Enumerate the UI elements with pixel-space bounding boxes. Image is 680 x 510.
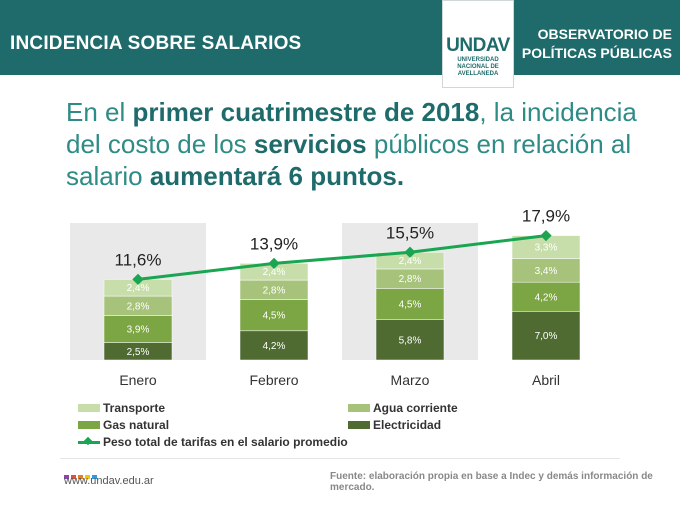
headline-text-3: públicos en relación al salario [66,129,632,191]
bar-label-agua-3: 2,8% [399,274,422,285]
footer-dot-3 [78,475,83,479]
bar-electricidad-3 [375,319,445,361]
bar-label-transporte-3: 2,4% [399,256,422,267]
bar-electricidad-4 [511,311,581,361]
footer-dot-5 [92,475,97,479]
footer-dot-2 [71,475,76,479]
legend-label-electricidad: Electricidad [373,418,442,432]
bar-label-gas-4: 4,2% [535,292,558,303]
footer-divider [60,458,620,459]
bar-label-electricidad-4: 7,0% [535,331,558,342]
x-tick-label-2: Febrero [249,372,298,388]
x-tick-label-4: Abril [532,372,560,388]
headline: En el primer cuatrimestre de 2018, la in… [66,96,646,192]
total-line [137,234,547,281]
logo-mark: UNDAV [446,35,510,56]
x-tick-label-1: Enero [119,372,157,388]
headline-text-2: , la incidencia del costo de los [66,97,637,159]
logo-subtitle-line3: AVELLANEDA [457,71,499,77]
bar-label-transporte-2: 2,4% [263,267,286,278]
legend-swatch-electricidad [348,420,370,429]
legend-item-gas: Gas natural [78,418,169,432]
legend-label-line: Peso total de tarifas en el salario prom… [103,435,348,449]
legend-item-transporte: Transporte [78,401,165,415]
headline-text-1: En el [66,97,133,127]
bar-label-electricidad-2: 4,2% [263,341,286,352]
headline-bold-2: servicios [253,129,367,159]
chart-legend: Transporte Agua corriente Gas natural El… [78,401,548,451]
footer-url[interactable]: www.undav.edu.ar [64,475,154,487]
total-label-4: 17,9% [522,207,570,226]
undav-logo: UNDAV UNIVERSIDAD NACIONAL DE AVELLANEDA [442,0,514,88]
stacked-bar-chart: 2,5% 3,9% 2,8% 2,4% Enero 4,2% 4,5% 2,8% 2,4% Feb… [70,207,614,388]
bar-label-gas-3: 4,5% [399,300,422,311]
total-label-3: 15,5% [386,223,434,242]
observatory-title-line2: POLÍTICAS PÚBLICAS [521,45,672,61]
bar-label-electricidad-3: 5,8% [399,335,422,346]
legend-item-electricidad: Electricidad [348,418,441,432]
legend-swatch-line [78,438,100,446]
total-label-1: 11,6% [115,250,162,269]
observatory-title-line1: OBSERVATORIO DE [537,26,672,42]
footer-source: Fuente: elaboración propia en base a Ind… [330,471,653,493]
logo-subtitle-line2: NACIONAL DE [457,64,499,70]
bar-label-agua-4: 3,4% [535,266,558,277]
bar-electricidad-2 [239,330,309,361]
legend-swatch-transporte [78,403,100,412]
headline-bold-1: primer cuatrimestre de 2018 [132,97,480,127]
header-bar: INCIDENCIA SOBRE SALARIOS UNDAV UNIVERSI… [0,0,680,88]
bar-label-agua-2: 2,8% [263,285,286,296]
legend-label-agua: Agua corriente [373,401,458,415]
headline-bold-3: aumentará 6 puntos. [149,161,405,191]
legend-item-line: Peso total de tarifas en el salario prom… [78,435,348,449]
legend-item-agua: Agua corriente [348,401,458,415]
legend-label-transporte: Transporte [103,401,166,415]
bar-label-agua-1: 2,8% [127,301,150,312]
bar-gas-1 [103,315,173,343]
bar-gas-3 [375,288,445,320]
legend-label-gas: Gas natural [103,418,170,432]
bar-gas-4 [511,281,581,312]
footer-color-dots [64,466,99,484]
bar-label-transporte-4: 3,3% [535,243,558,254]
footer-dot-1 [64,475,69,479]
bar-label-transporte-1: 2,4% [127,283,150,294]
x-tick-label-3: Marzo [391,372,430,388]
footer-dot-4 [85,475,90,479]
total-point-3 [404,246,416,258]
legend-swatch-agua [348,403,370,412]
page-title: INCIDENCIA SOBRE SALARIOS [10,33,302,54]
bar-label-gas-1: 3,9% [127,325,150,336]
bar-label-electricidad-1: 2,5% [127,347,150,358]
total-label-2: 13,9% [250,234,298,253]
logo-subtitle-line1: UNIVERSIDAD [457,57,499,63]
legend-swatch-gas [78,420,100,429]
logo-subtitle: UNIVERSIDAD NACIONAL DE AVELLANEDA [443,57,513,78]
bar-label-gas-2: 4,5% [263,311,286,322]
